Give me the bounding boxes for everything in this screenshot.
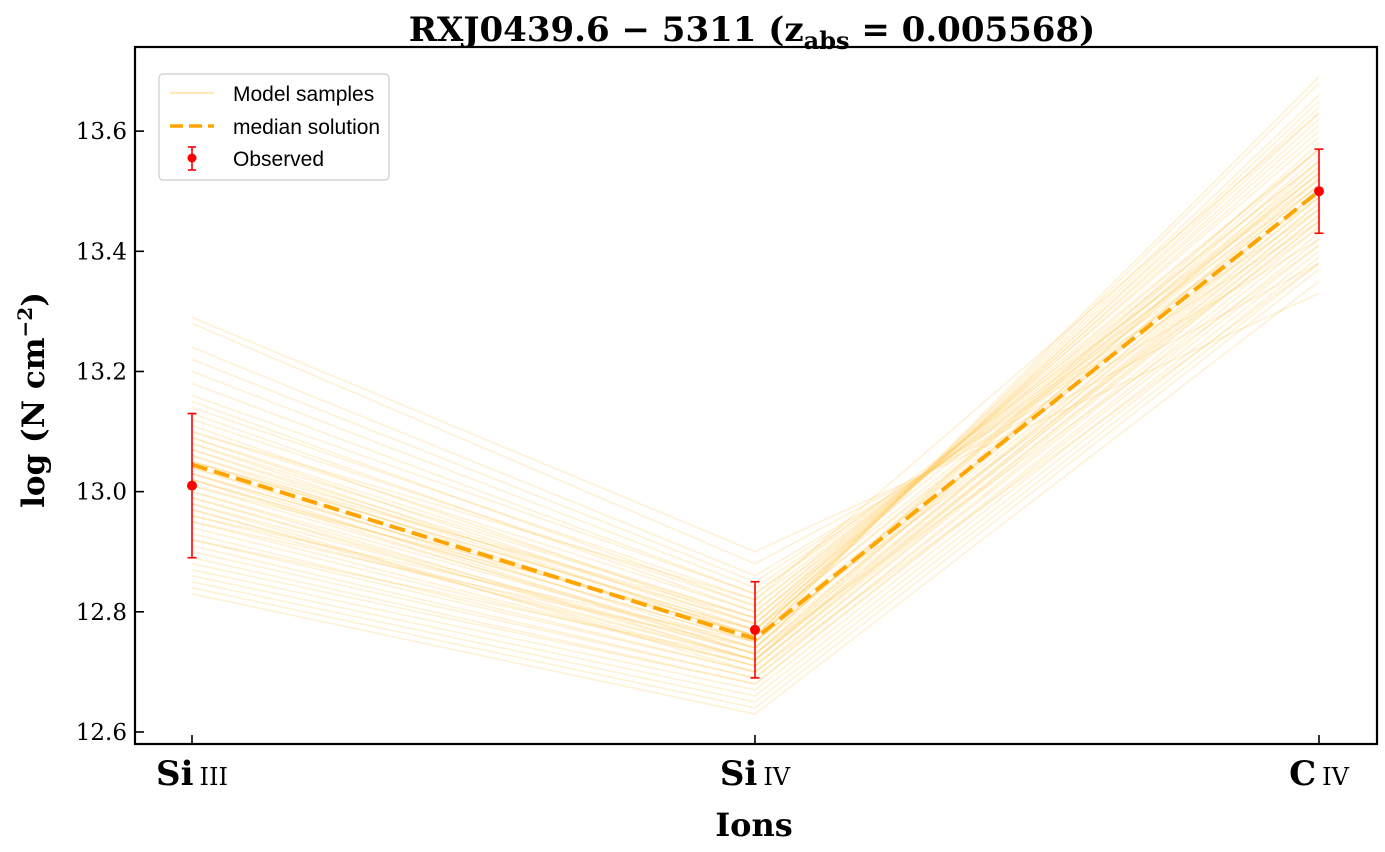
y-axis-label-tail: ) [16, 292, 52, 307]
axes-frame [133, 45, 1379, 746]
model-sample-line [191, 256, 1320, 697]
model-sample-line [191, 238, 1320, 577]
legend: Model samples median solution Observed [158, 73, 390, 181]
legend-label-observed: Observed [233, 148, 324, 171]
model-sample-line [191, 238, 1320, 685]
y-tick-label: 13.0 [76, 480, 127, 506]
chart-title: RXJ0439.6 − 5311 (zabs = 0.005568) [409, 10, 1095, 55]
observed-point [750, 624, 760, 635]
model-sample-line [191, 244, 1320, 685]
y-tick-label: 12.8 [76, 600, 127, 626]
model-sample-line [191, 280, 1320, 715]
legend-label-model-samples: Model samples [233, 83, 374, 106]
model-sample-line [191, 262, 1320, 703]
model-sample-line [191, 184, 1320, 643]
observed-point [187, 480, 197, 491]
y-axis-label-main: log (N cm [16, 337, 52, 508]
model-sample-line [191, 166, 1320, 619]
model-sample-line [191, 262, 1320, 565]
y-tick-label: 12.6 [76, 720, 127, 746]
x-tick-label: Si III [156, 754, 228, 794]
x-tick-label: C IV [1289, 754, 1350, 794]
y-tick-label: 13.2 [76, 359, 127, 385]
y-axis-label-sup: −2 [13, 307, 37, 338]
legend-frame [158, 73, 390, 181]
x-axis-label: Ions [715, 806, 793, 844]
model-sample-line [191, 250, 1320, 691]
x-tick-label: Si IV [720, 754, 791, 794]
plot-area: 12.6 12.8 13.0 13.2 13.4 13.6 Si III Si IV C IV [76, 45, 1379, 794]
chart-title-tail: = 0.005568) [850, 10, 1096, 50]
y-axis-label: log (N cm−2) [13, 292, 52, 508]
y-tick-label: 13.6 [76, 119, 127, 145]
model-sample-line [191, 268, 1320, 709]
y-tick-label: 13.4 [76, 239, 127, 265]
legend-swatch-observed-marker [187, 153, 197, 163]
observed-point [1314, 186, 1324, 197]
model-sample-line [191, 148, 1320, 649]
legend-label-median-solution: median solution [233, 116, 380, 139]
chart-title-sub: abs [804, 26, 850, 55]
chart-title-main: RXJ0439.6 − 5311 (z [409, 10, 804, 50]
model-sample-line [191, 292, 1320, 553]
